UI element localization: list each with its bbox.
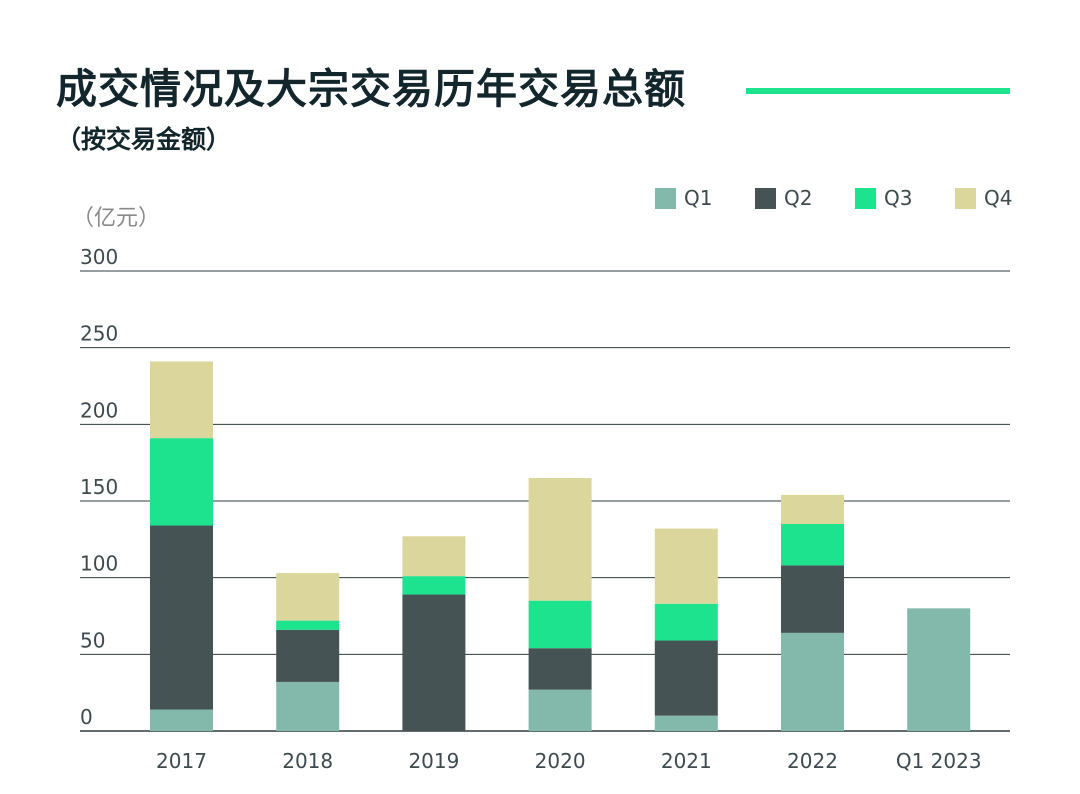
- legend-item-q1: Q1: [655, 186, 755, 210]
- bar-2017-q4: [150, 361, 213, 439]
- bar-2018-q3: [276, 620, 340, 630]
- bar-2020-q3: [528, 600, 592, 649]
- x-tick-label-2020: 2020: [535, 749, 586, 773]
- bar-2019-q4: [402, 536, 466, 577]
- y-axis-unit-label: （亿元）: [72, 206, 161, 231]
- bar-2017-q1: [150, 709, 213, 731]
- y-tick-label-100: 100: [80, 552, 118, 576]
- bar-2017-q3: [150, 438, 213, 526]
- legend-swatch-q4: [955, 187, 976, 209]
- title-accent-rule: [746, 88, 1010, 94]
- legend-label-q4: Q4: [984, 186, 1013, 210]
- bar-2018-q4: [276, 573, 340, 621]
- chart-subtitle: （按交易金额）: [56, 125, 232, 154]
- legend-label-q1: Q1: [684, 186, 713, 210]
- x-tick-label-q1-2023: Q1 2023: [896, 749, 982, 773]
- bar-2017-q2: [150, 525, 213, 710]
- legend-item-q2: Q2: [755, 186, 855, 210]
- legend-label-q2: Q2: [784, 186, 813, 210]
- bar-2021-q4: [654, 528, 718, 604]
- chart-title: 成交情况及大宗交易历年交易总额: [56, 65, 686, 113]
- legend-swatch-q3: [855, 187, 876, 209]
- bar-2021-q1: [654, 715, 718, 731]
- y-tick-label-150: 150: [80, 475, 118, 499]
- bar-2020-q4: [528, 478, 592, 601]
- x-tick-label-2022: 2022: [787, 749, 838, 773]
- legend-swatch-q1: [655, 187, 676, 209]
- x-tick-label-2018: 2018: [282, 749, 333, 773]
- legend-item-q3: Q3: [855, 186, 955, 210]
- x-tick-label-2017: 2017: [156, 749, 207, 773]
- legend-label-q3: Q3: [884, 186, 913, 210]
- chart-legend: Q1 Q2 Q3 Q4: [655, 186, 1055, 210]
- bar-2020-q2: [528, 648, 592, 690]
- y-tick-label-50: 50: [80, 628, 105, 652]
- x-tick-label-2021: 2021: [661, 749, 712, 773]
- bar-2018-q1: [276, 681, 340, 731]
- bar-2021-q3: [654, 603, 718, 641]
- bar-2021-q2: [654, 640, 718, 716]
- bar-2018-q2: [276, 629, 340, 682]
- bar-2019-q3: [402, 576, 466, 595]
- legend-swatch-q2: [755, 187, 776, 209]
- bar-q1-2023-q1: [907, 608, 971, 731]
- bar-2022-q2: [781, 565, 844, 633]
- bar-2022-q1: [781, 632, 844, 731]
- y-tick-label-0: 0: [80, 705, 93, 729]
- legend-item-q4: Q4: [955, 186, 1055, 210]
- bar-2019-q2: [402, 594, 466, 731]
- bar-2022-q3: [781, 524, 844, 566]
- x-tick-label-2019: 2019: [408, 749, 459, 773]
- bar-2022-q4: [781, 494, 844, 524]
- y-tick-label-250: 250: [80, 322, 118, 346]
- y-tick-label-200: 200: [80, 398, 118, 422]
- bar-2020-q1: [528, 689, 592, 731]
- y-tick-label-300: 300: [80, 245, 118, 269]
